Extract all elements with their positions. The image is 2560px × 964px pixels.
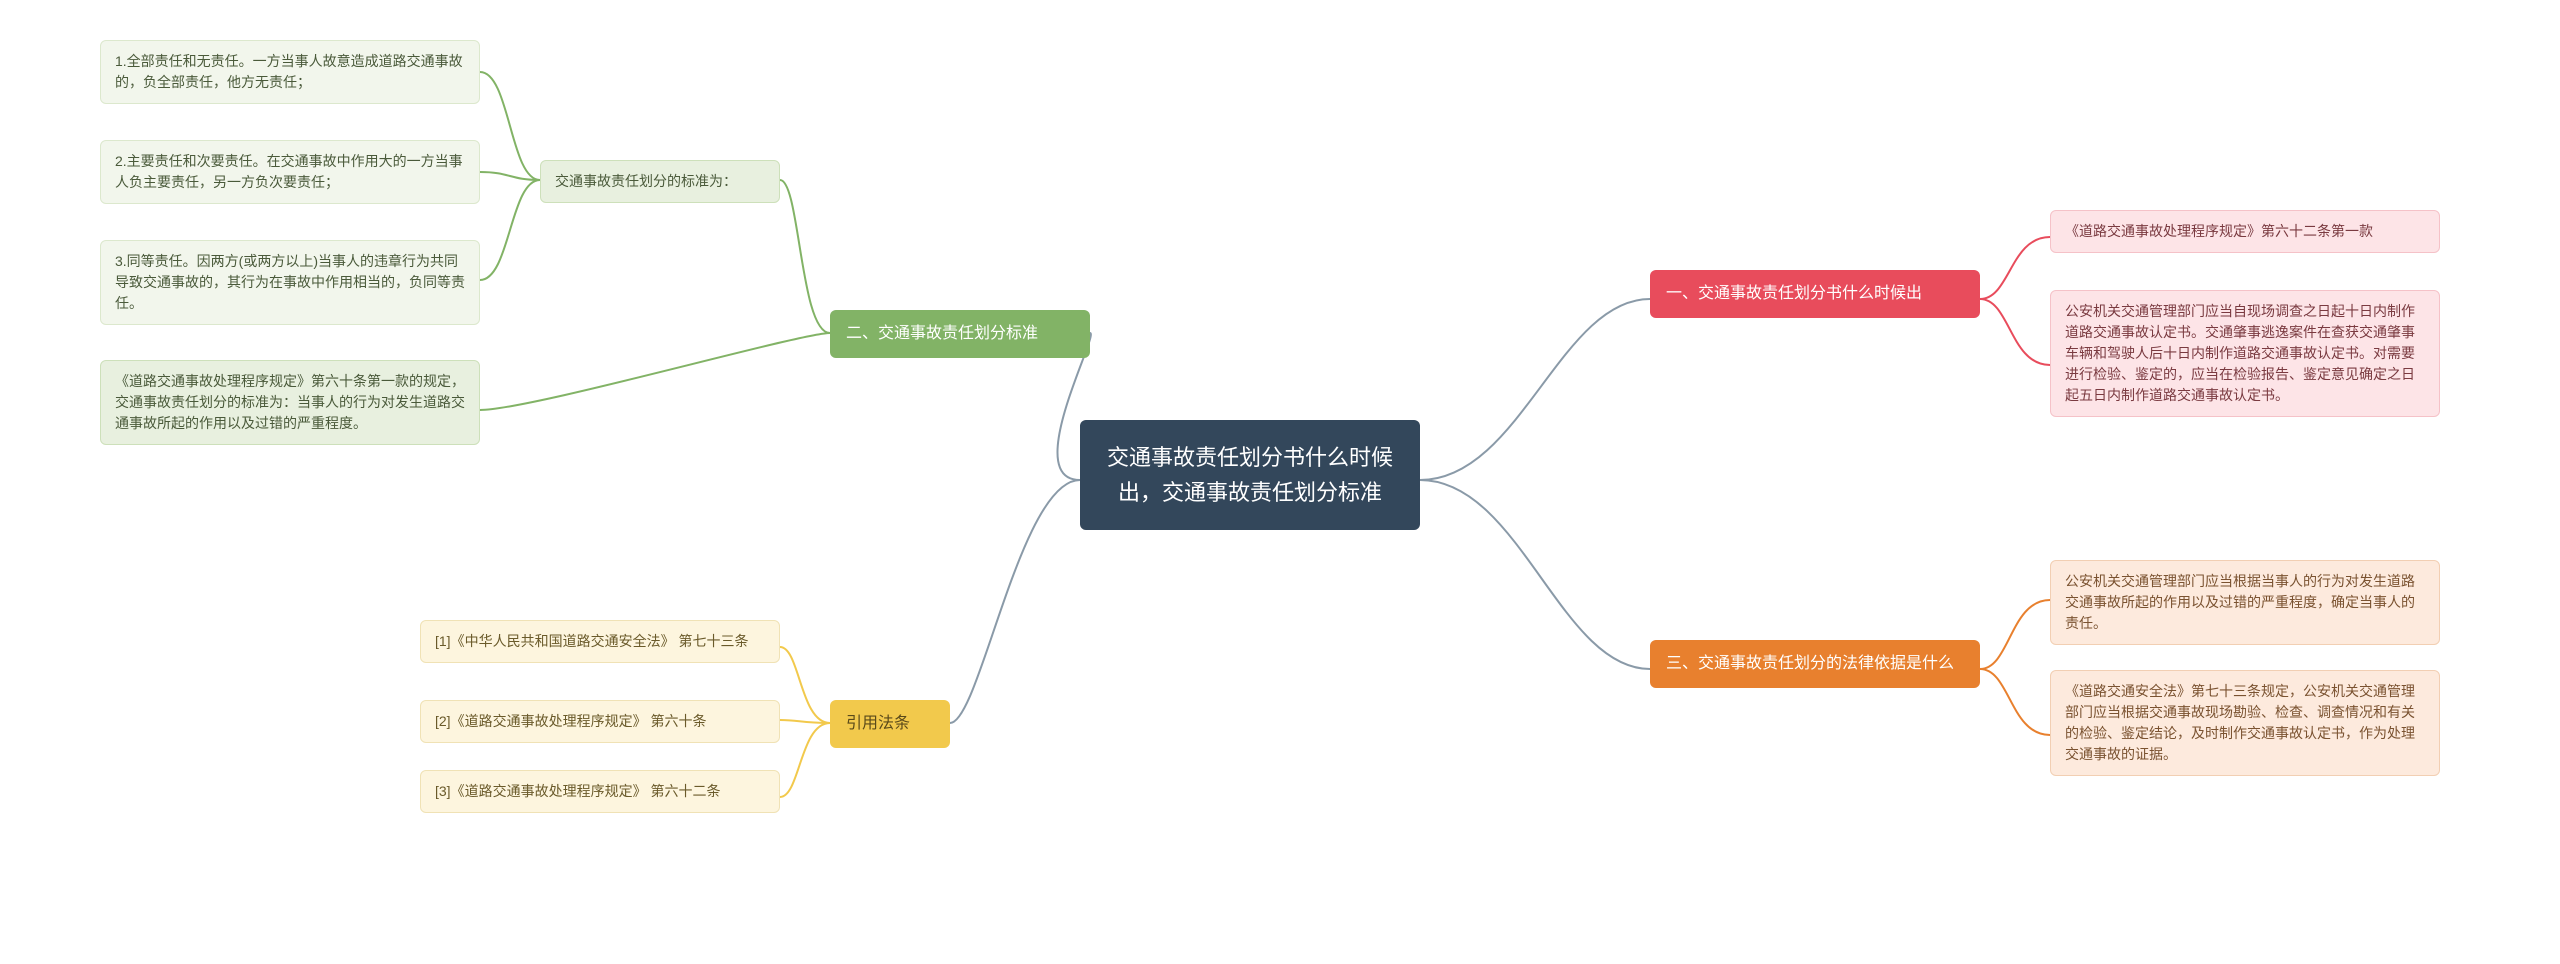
branch-2-child-1: 《道路交通事故处理程序规定》第六十条第一款的规定，交通事故责任划分的标准为：当事… [100,360,480,445]
branch-4-leaf-2: [3]《道路交通事故处理程序规定》 第六十二条 [420,770,780,813]
branch-3-leaf-1: 《道路交通安全法》第七十三条规定，公安机关交通管理部门应当根据交通事故现场勘验、… [2050,670,2440,776]
branch-1-leaf-1: 公安机关交通管理部门应当自现场调查之日起十日内制作道路交通事故认定书。交通肇事逃… [2050,290,2440,417]
branch-2: 二、交通事故责任划分标准 [830,310,1090,358]
branch-2-child-0: 交通事故责任划分的标准为： [540,160,780,203]
branch-2-child-0-leaf-0: 1.全部责任和无责任。一方当事人故意造成道路交通事故的，负全部责任，他方无责任； [100,40,480,104]
branch-2-child-0-leaf-2: 3.同等责任。因两方(或两方以上)当事人的违章行为共同导致交通事故的，其行为在事… [100,240,480,325]
branch-4-leaf-0: [1]《中华人民共和国道路交通安全法》 第七十三条 [420,620,780,663]
branch-2-child-0-leaf-1: 2.主要责任和次要责任。在交通事故中作用大的一方当事人负主要责任，另一方负次要责… [100,140,480,204]
branch-3-leaf-0: 公安机关交通管理部门应当根据当事人的行为对发生道路交通事故所起的作用以及过错的严… [2050,560,2440,645]
branch-1-leaf-0: 《道路交通事故处理程序规定》第六十二条第一款 [2050,210,2440,253]
root-node: 交通事故责任划分书什么时候出，交通事故责任划分标准 [1080,420,1420,530]
branch-4: 引用法条 [830,700,950,748]
branch-3: 三、交通事故责任划分的法律依据是什么 [1650,640,1980,688]
branch-4-leaf-1: [2]《道路交通事故处理程序规定》 第六十条 [420,700,780,743]
branch-1: 一、交通事故责任划分书什么时候出 [1650,270,1980,318]
